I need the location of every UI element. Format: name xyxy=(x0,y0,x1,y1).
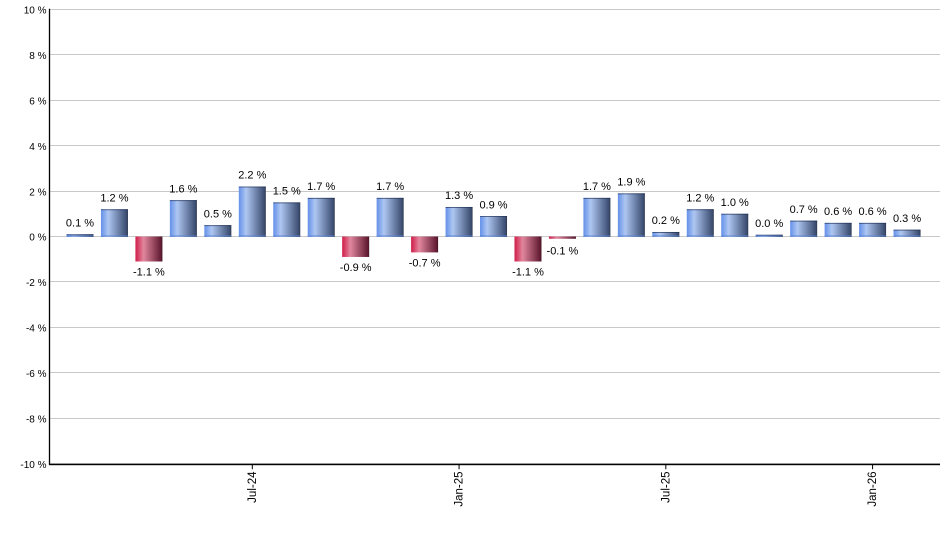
svg-text:0.6 %: 0.6 % xyxy=(824,206,852,218)
svg-text:8 %: 8 % xyxy=(29,51,46,62)
svg-text:2.2 %: 2.2 % xyxy=(238,170,266,182)
svg-text:1.2 %: 1.2 % xyxy=(100,192,128,204)
svg-text:2 %: 2 % xyxy=(29,187,46,198)
svg-text:-10 %: -10 % xyxy=(20,460,46,471)
svg-text:0.9 %: 0.9 % xyxy=(479,199,507,211)
svg-text:4 %: 4 % xyxy=(29,142,46,153)
svg-text:1.6 %: 1.6 % xyxy=(169,183,197,195)
svg-text:Jan-26: Jan-26 xyxy=(867,472,879,507)
svg-text:0.3 %: 0.3 % xyxy=(893,213,921,225)
svg-text:1.9 %: 1.9 % xyxy=(617,177,645,189)
svg-text:-8 %: -8 % xyxy=(26,415,47,426)
svg-text:1.0 %: 1.0 % xyxy=(721,197,749,209)
svg-text:0.2 %: 0.2 % xyxy=(652,215,680,227)
svg-text:1.5 %: 1.5 % xyxy=(273,186,301,198)
svg-text:0.0 %: 0.0 % xyxy=(755,218,783,230)
svg-text:1.2 %: 1.2 % xyxy=(686,192,714,204)
svg-text:-0.7 %: -0.7 % xyxy=(409,257,441,269)
svg-text:6 %: 6 % xyxy=(29,96,46,107)
svg-text:-2 %: -2 % xyxy=(26,278,47,289)
svg-text:0.5 %: 0.5 % xyxy=(204,208,232,220)
svg-text:1.7 %: 1.7 % xyxy=(307,181,335,193)
svg-text:0 %: 0 % xyxy=(29,233,46,244)
svg-text:0.1 %: 0.1 % xyxy=(66,217,94,229)
svg-text:0.6 %: 0.6 % xyxy=(859,206,887,218)
svg-text:1.3 %: 1.3 % xyxy=(445,190,473,202)
svg-text:-1.1 %: -1.1 % xyxy=(133,267,165,279)
svg-text:-1.1 %: -1.1 % xyxy=(512,267,544,279)
svg-text:-6 %: -6 % xyxy=(26,369,47,380)
svg-text:-4 %: -4 % xyxy=(26,324,47,335)
svg-text:1.7 %: 1.7 % xyxy=(376,181,404,193)
svg-text:1.7 %: 1.7 % xyxy=(583,181,611,193)
svg-text:Jan-25: Jan-25 xyxy=(454,472,466,507)
svg-text:0.7 %: 0.7 % xyxy=(790,204,818,216)
svg-text:-0.9 %: -0.9 % xyxy=(340,262,372,274)
svg-text:Jul-24: Jul-24 xyxy=(247,471,259,503)
svg-text:-0.1 %: -0.1 % xyxy=(547,246,579,258)
svg-text:Jul-25: Jul-25 xyxy=(660,472,672,503)
svg-text:10 %: 10 % xyxy=(24,5,47,16)
